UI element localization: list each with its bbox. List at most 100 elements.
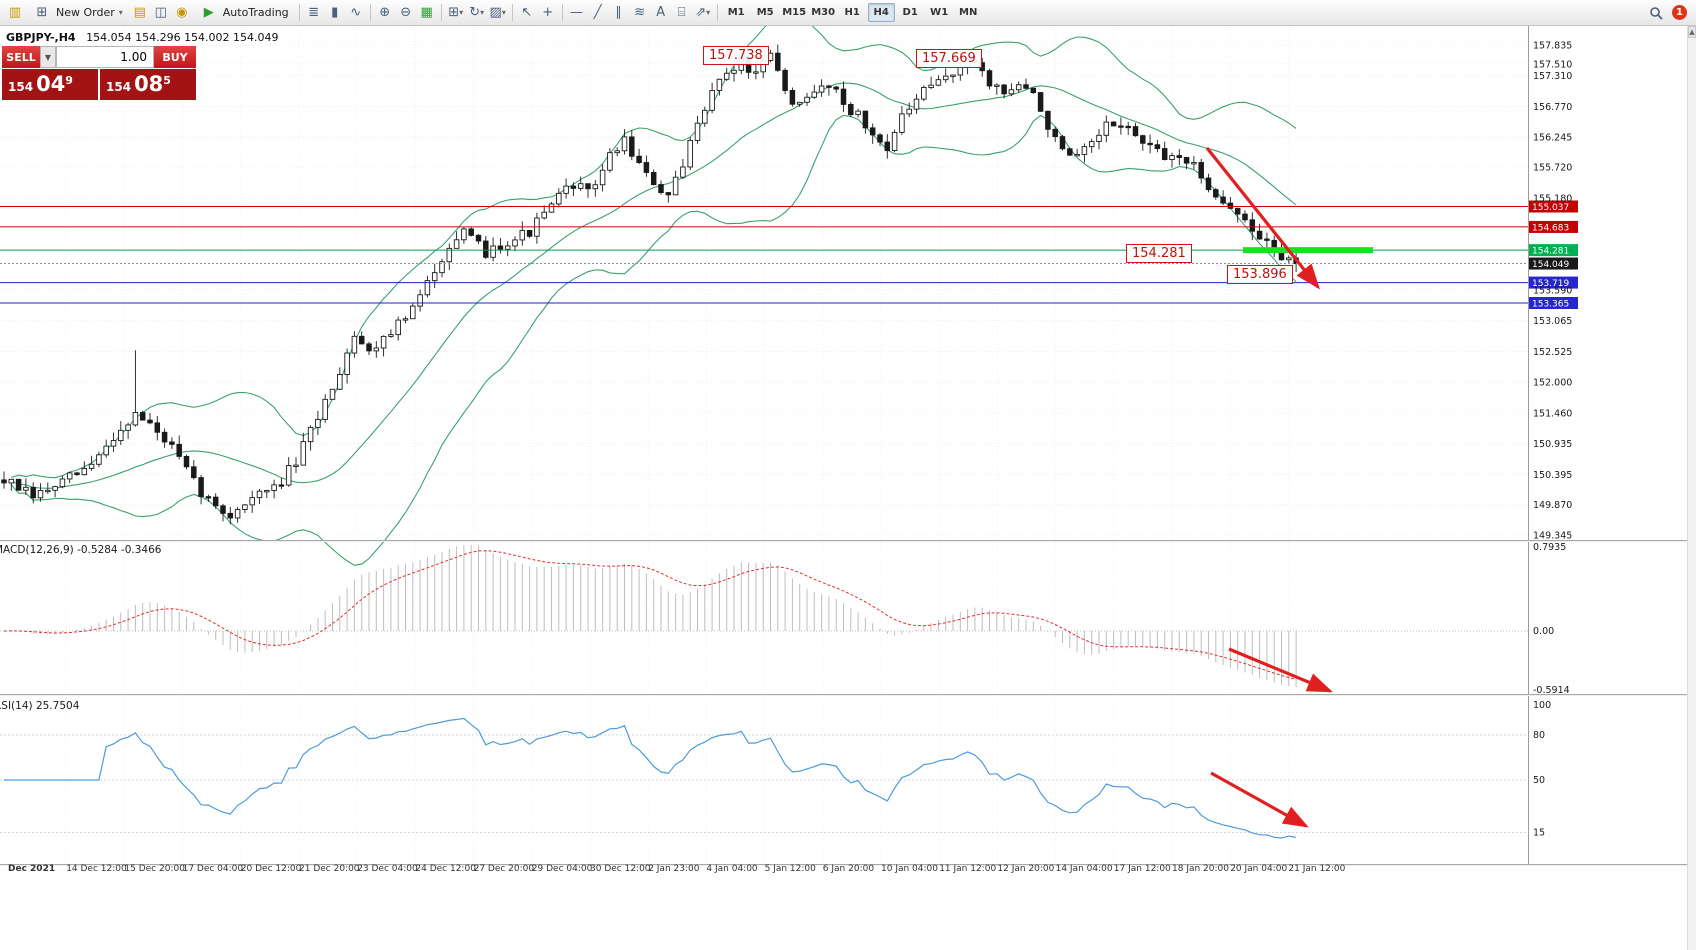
market-watch-icon[interactable]: ▤ [133,5,146,20]
candlestick-chart-icon[interactable]: ▮ [331,5,339,20]
svg-text:-0.5914: -0.5914 [1533,685,1570,696]
rsi-indicator: 100 80 50 15 [0,700,1551,839]
svg-text:153.065: 153.065 [1533,316,1572,327]
svg-text:15 Dec 20:00: 15 Dec 20:00 [124,864,185,874]
tile-windows-icon[interactable]: ▦ [420,5,433,20]
svg-text:Dec 2021: Dec 2021 [8,864,55,874]
svg-text:0.00: 0.00 [1533,626,1554,637]
timeframe-group: M1 M5 M15 M30 H1 H4 D1 W1 MN [722,3,983,22]
search-icon[interactable] [1646,3,1666,23]
chart-window-icon[interactable]: ▥ [8,5,22,20]
main-toolbar: ▥ ⊞ New Order ▾ ▤ ◫ ◉ ▶ AutoTrading ≣ ▮ … [0,0,1696,26]
sell-price-display[interactable]: 154 04 9 [2,69,98,100]
separator [561,4,563,21]
separator [298,4,300,21]
separator [511,4,513,21]
text-tool-icon[interactable]: A [656,5,666,20]
svg-text:153.365: 153.365 [1532,300,1569,310]
svg-text:23 Dec 04:00: 23 Dec 04:00 [357,864,418,874]
svg-text:154.049: 154.049 [1532,260,1569,270]
bar-chart-icon[interactable]: ≣ [308,5,320,20]
timeframe-m1[interactable]: M1 [727,7,745,18]
price-tag [1528,220,1578,233]
timeframe-m30[interactable]: M30 [811,7,836,18]
svg-text:149.870: 149.870 [1533,500,1572,511]
chart-header: GBPJPY-,H4 154.054 154.296 154.002 154.0… [6,31,279,44]
buy-price-display[interactable]: 154 08 5 [100,69,196,100]
zoom-out-icon[interactable]: ⊖ [400,5,412,20]
red-arrow [1210,771,1309,828]
horizontal-line-icon[interactable]: — [570,5,584,20]
sell-button[interactable]: SELL [2,46,40,68]
timeframe-w1[interactable]: W1 [930,7,949,18]
svg-text:155.037: 155.037 [1532,203,1569,213]
svg-text:17 Dec 04:00: 17 Dec 04:00 [183,864,244,874]
notification-badge[interactable]: 1 [1672,5,1687,20]
line-chart-icon[interactable]: ∿ [350,5,362,20]
timeframe-h4[interactable]: H4 [867,3,895,22]
separator [440,4,442,21]
price-tag [1528,244,1578,257]
timeframe-mn[interactable]: MN [959,7,978,18]
svg-text:80: 80 [1533,730,1545,741]
vertical-scrollbar[interactable]: ▲ [1687,26,1696,950]
templates-icon[interactable]: ▨ ▾ [489,5,506,20]
svg-text:24 Dec 12:00: 24 Dec 12:00 [415,864,476,874]
timeframe-d1[interactable]: D1 [902,7,918,18]
text-label-icon[interactable]: ⌸ [677,5,686,20]
fibonacci-icon[interactable]: ≋ [634,5,646,20]
svg-text:30 Dec 12:00: 30 Dec 12:00 [590,864,651,874]
new-order-label: New Order [56,6,115,19]
volume-input[interactable] [56,46,154,68]
svg-text:0.7935: 0.7935 [1533,542,1566,553]
symbol-label: GBPJPY-,H4 [6,31,76,44]
cycle-icon[interactable]: ↻ ▾ [469,5,485,20]
scroll-up-icon[interactable]: ▲ [1688,26,1696,38]
svg-text:157.310: 157.310 [1533,71,1572,82]
svg-text:29 Dec 04:00: 29 Dec 04:00 [532,864,593,874]
chart-canvas[interactable]: 155.037 154.683 154.281 154.049 153.719 153.3… [0,26,1696,950]
timeframe-m15[interactable]: M15 [782,7,807,18]
buy-button[interactable]: BUY [154,46,196,68]
new-order-button[interactable]: ⊞ New Order ▾ [26,1,129,25]
svg-text:150.395: 150.395 [1533,470,1572,481]
svg-text:157.510: 157.510 [1533,59,1572,70]
svg-text:154.281: 154.281 [1532,247,1569,257]
svg-text:14 Jan 04:00: 14 Jan 04:00 [1056,864,1113,874]
channel-icon[interactable]: ∥ [615,5,622,20]
candlestick-series [1,44,1299,525]
red-arrow [1228,647,1333,693]
svg-text:17 Jan 12:00: 17 Jan 12:00 [1114,864,1171,874]
volume-dropdown[interactable]: ▼ [40,46,56,68]
price-callout: 157.738 [703,46,769,65]
arrows-tool-icon[interactable]: ⇗ ▾ [695,5,711,20]
indicators-icon[interactable]: ⊞ ▾ [448,5,464,20]
timeframe-h1[interactable]: H1 [844,7,860,18]
price-tag [1528,276,1578,289]
svg-text:50: 50 [1533,775,1545,786]
price-tag [1528,257,1578,270]
data-window-icon[interactable]: ◫ [154,5,167,20]
zoom-in-icon[interactable]: ⊕ [379,5,391,20]
price-levels: 155.037 154.683 154.281 154.049 153.719 153.3… [0,200,1578,310]
autotrading-button[interactable]: ▶ AutoTrading [193,1,295,25]
rsi-label: RSI(14) 25.7504 [0,700,80,712]
bollinger-bands [10,26,1297,566]
navigator-icon[interactable]: ◉ [176,5,188,20]
svg-text:154.683: 154.683 [1532,223,1569,233]
crosshair-icon[interactable]: + [542,5,554,20]
svg-text:6 Jan 20:00: 6 Jan 20:00 [823,864,875,874]
svg-text:2 Jan 23:00: 2 Jan 23:00 [648,864,700,874]
chevron-down-icon: ▾ [118,8,123,17]
price-callout: 154.281 [1126,244,1192,263]
svg-text:149.345: 149.345 [1533,531,1572,542]
timeframe-m5[interactable]: M5 [756,7,774,18]
trendline-icon[interactable]: ╱ [593,5,602,20]
cursor-icon[interactable]: ↖ [521,5,533,20]
svg-text:156.245: 156.245 [1533,132,1572,143]
autotrading-label: AutoTrading [222,6,289,19]
price-callout: 157.669 [916,49,982,68]
svg-text:21 Dec 20:00: 21 Dec 20:00 [299,864,360,874]
